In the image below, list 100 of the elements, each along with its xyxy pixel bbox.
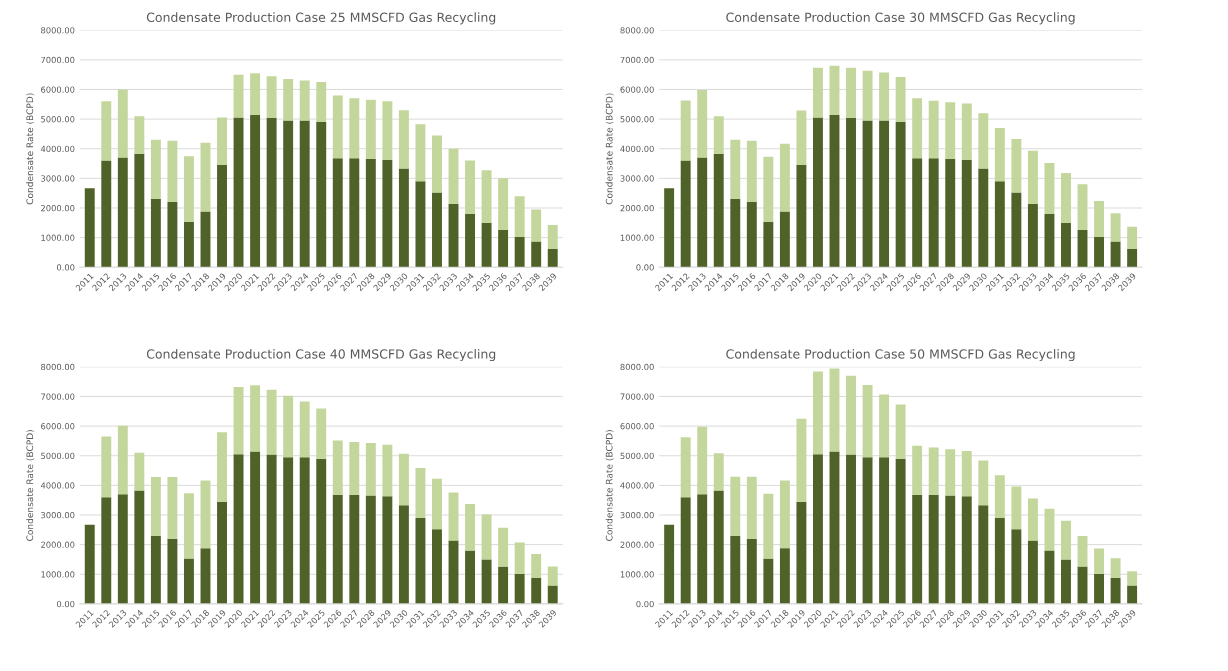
bar <box>481 222 492 268</box>
bar <box>1127 248 1138 268</box>
bar <box>200 548 211 604</box>
bar <box>994 475 1005 518</box>
bar <box>481 170 492 223</box>
y-tick-label: 2000.00 <box>41 541 75 548</box>
bar <box>829 368 840 452</box>
bar <box>796 110 807 166</box>
chart-title: Condensate Production Case 50 MMSCFD Gas Recycling <box>726 349 1075 362</box>
bar <box>167 477 178 539</box>
bar <box>1110 241 1121 268</box>
bar <box>514 237 525 268</box>
bar <box>316 82 327 123</box>
bar <box>879 120 890 268</box>
y-tick-label: 3000.00 <box>620 175 654 182</box>
bar <box>167 202 178 268</box>
bar <box>978 460 989 506</box>
bar <box>1094 548 1105 574</box>
bar <box>217 432 227 502</box>
bar <box>283 120 294 268</box>
y-tick-label: 5000.00 <box>41 116 75 123</box>
y-tick-label: 6000.00 <box>620 423 654 430</box>
bar <box>1127 571 1138 586</box>
bar <box>332 95 343 159</box>
bar <box>912 98 923 159</box>
bar <box>1044 213 1055 268</box>
bar <box>349 98 360 159</box>
bar <box>1094 200 1105 238</box>
y-tick-label: 3000.00 <box>620 511 654 519</box>
bar <box>117 425 128 495</box>
bar <box>978 168 989 268</box>
bar <box>250 385 261 452</box>
bar <box>547 224 558 249</box>
bar <box>1127 585 1138 604</box>
bar <box>415 517 426 604</box>
y-tick-label: 2000.00 <box>41 204 75 212</box>
bar <box>1077 536 1088 567</box>
bar <box>547 585 558 604</box>
bar <box>713 116 724 154</box>
y-tick-label: 2000.00 <box>620 541 654 548</box>
bar <box>531 578 542 604</box>
bar <box>879 394 890 458</box>
bar <box>945 449 956 496</box>
bar <box>266 117 277 268</box>
bar <box>498 178 509 230</box>
bar <box>150 535 161 604</box>
bar <box>498 566 509 604</box>
bar <box>382 444 393 497</box>
bar <box>167 538 178 604</box>
bar <box>531 241 542 268</box>
bar <box>332 494 343 604</box>
bar <box>150 477 161 536</box>
bar <box>465 213 476 268</box>
bar <box>349 442 360 495</box>
y-tick-label: 8000.00 <box>41 363 75 371</box>
bar <box>299 457 310 604</box>
bar <box>283 457 294 604</box>
bar <box>167 140 178 203</box>
bar <box>1094 573 1105 604</box>
bar <box>465 550 476 604</box>
bar <box>697 90 708 158</box>
y-tick-label: 2000.00 <box>620 204 654 212</box>
bar <box>829 451 840 604</box>
bar <box>398 453 409 506</box>
bar <box>763 493 774 559</box>
bar <box>233 386 244 455</box>
bar <box>846 117 856 268</box>
bar <box>928 447 939 495</box>
bar <box>432 135 442 193</box>
bar <box>945 158 956 268</box>
bar <box>134 490 145 604</box>
bar <box>382 159 393 268</box>
bar <box>978 505 989 604</box>
bar <box>150 139 161 200</box>
bar <box>382 101 393 160</box>
bar <box>1061 173 1071 223</box>
bar <box>1061 520 1071 560</box>
bar <box>730 535 741 604</box>
bar <box>1110 213 1121 242</box>
bar <box>266 454 277 604</box>
bar <box>217 501 227 604</box>
bar <box>796 165 807 268</box>
bar <box>1027 498 1038 541</box>
bar <box>680 437 691 498</box>
bar <box>664 188 675 268</box>
bar <box>1011 192 1022 268</box>
bar <box>895 458 906 604</box>
y-tick-label: 0.00 <box>636 600 654 608</box>
y-tick-label: 7000.00 <box>41 56 75 64</box>
bar <box>365 442 376 496</box>
bar <box>514 196 525 238</box>
y-axis-title: Condensate Rate (BCPD) <box>26 430 35 541</box>
bar <box>1044 162 1055 214</box>
bar <box>912 445 923 495</box>
bar <box>481 514 492 560</box>
bar <box>134 153 145 268</box>
bar <box>746 202 757 268</box>
bar <box>101 160 112 268</box>
y-tick-label: 7000.00 <box>41 393 75 400</box>
bar <box>233 454 244 604</box>
